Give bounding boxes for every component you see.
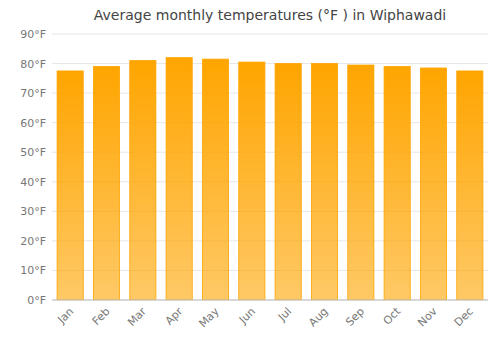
bar xyxy=(93,67,119,300)
chart-title: Average monthly temperatures (°F ) in Wi… xyxy=(94,7,446,23)
bars xyxy=(57,58,483,300)
grid-line xyxy=(52,300,488,301)
x-tick-label: Nov xyxy=(415,305,440,330)
x-tick-label: Oct xyxy=(381,304,404,327)
bar xyxy=(239,62,265,300)
x-tick-label: Aug xyxy=(306,305,330,329)
y-tick-label: 0°F xyxy=(27,294,46,307)
y-tick-label: 90°F xyxy=(20,28,46,41)
x-tick-label: Jul xyxy=(275,305,294,324)
bar xyxy=(420,68,446,300)
y-grid xyxy=(52,34,488,300)
x-tick-label: Apr xyxy=(163,305,186,328)
x-tick-label: Mar xyxy=(125,305,149,329)
bar xyxy=(348,65,374,300)
x-tick-label: Dec xyxy=(452,305,476,329)
y-tick-label: 50°F xyxy=(20,146,46,159)
y-tick-label: 60°F xyxy=(20,117,46,130)
bar xyxy=(130,61,156,300)
bar xyxy=(457,71,483,300)
y-tick-label: 30°F xyxy=(20,205,46,218)
chart-container: Average monthly temperatures (°F ) in Wi… xyxy=(0,0,500,350)
bar xyxy=(275,64,301,300)
bar xyxy=(202,59,228,300)
grid-line xyxy=(52,63,488,64)
chart-svg: Average monthly temperatures (°F ) in Wi… xyxy=(0,0,500,350)
x-tick-label: Jan xyxy=(54,305,76,327)
x-tick-label: Sep xyxy=(343,305,367,329)
x-tick-label: Jun xyxy=(236,305,258,327)
bar xyxy=(166,58,192,300)
y-tick-label: 70°F xyxy=(20,87,46,100)
y-tick-label: 10°F xyxy=(20,264,46,277)
y-tick-label: 20°F xyxy=(20,235,46,248)
grid-line xyxy=(52,34,488,35)
bar xyxy=(57,71,83,300)
y-tick-label: 40°F xyxy=(20,176,46,189)
bar xyxy=(311,64,337,300)
x-axis-line xyxy=(52,300,488,301)
y-tick-label: 80°F xyxy=(20,58,46,71)
x-tick-label: Feb xyxy=(90,305,113,328)
x-tick-label: May xyxy=(196,305,222,331)
bar xyxy=(384,67,410,300)
